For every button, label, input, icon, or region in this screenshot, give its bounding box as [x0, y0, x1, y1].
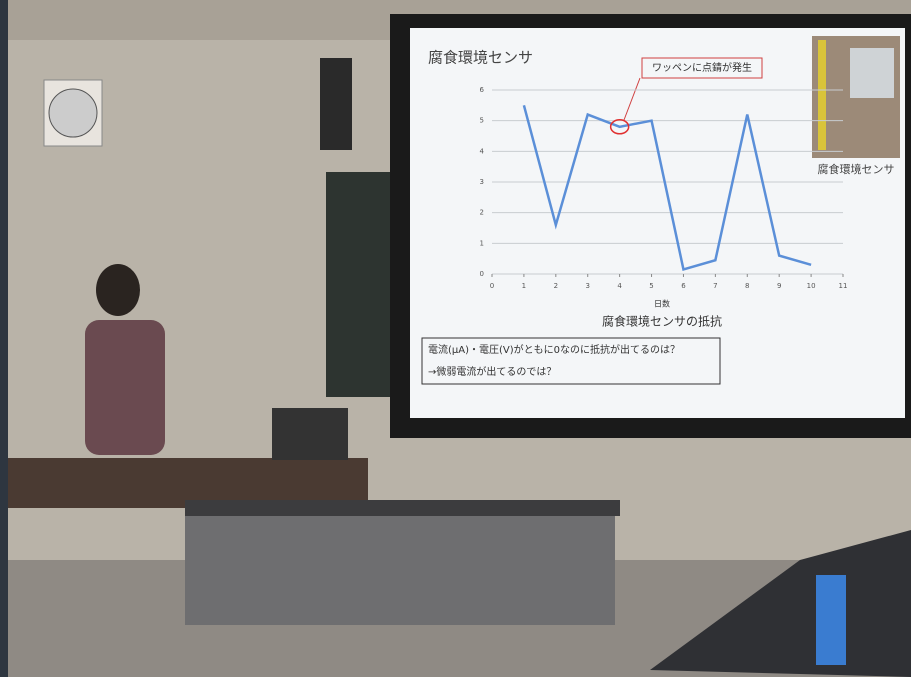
y-tick-label: 3: [480, 178, 484, 186]
x-tick-label: 10: [807, 282, 816, 290]
x-tick-label: 9: [777, 282, 781, 290]
person-head: [96, 264, 140, 316]
fan-blade: [48, 88, 98, 138]
x-tick-label: 8: [745, 282, 749, 290]
note-line: 電流(μA)・電圧(V)がともに0なのに抵抗が出てるのは？: [428, 343, 680, 356]
x-axis-label: 日数: [654, 299, 670, 309]
table: [185, 505, 615, 625]
desk: [8, 458, 368, 508]
speaker: [320, 58, 352, 150]
bottle: [816, 575, 846, 665]
x-tick-label: 6: [681, 282, 686, 290]
y-tick-label: 1: [480, 239, 484, 247]
y-tick-label: 5: [480, 117, 484, 125]
x-tick-label: 4: [617, 282, 622, 290]
table-top: [185, 500, 620, 516]
x-tick-label: 3: [585, 282, 589, 290]
x-tick-label: 2: [554, 282, 558, 290]
note-box: [421, 337, 721, 385]
annotation: ワッペンに点錆が発生: [652, 61, 752, 74]
y-tick-label: 4: [480, 147, 485, 155]
laptop: [272, 408, 348, 460]
annotation-box: [641, 57, 763, 79]
slide-title: 腐食環境センサ: [428, 49, 533, 67]
data-line: [522, 105, 812, 271]
sensor-strip: [818, 40, 826, 150]
sensor-plate: [850, 48, 894, 98]
y-tick-label: 6: [480, 86, 485, 94]
y-tick-label: 2: [480, 209, 484, 217]
door-edge: [0, 0, 8, 677]
image-caption: 腐食環境センサ: [818, 162, 895, 176]
annotation-arrow: [623, 77, 641, 121]
y-tick-label: 0: [480, 270, 484, 278]
x-tick-label: 0: [490, 282, 494, 290]
highlight-circle: [609, 119, 630, 135]
x-tick-label: 5: [649, 282, 653, 290]
x-tick-label: 1: [522, 282, 526, 290]
person-body: [85, 320, 165, 455]
chart-title: 腐食環境センサの抵抗: [602, 314, 722, 329]
x-tick-label: 11: [839, 282, 848, 290]
x-tick-label: 7: [713, 282, 717, 290]
note-line: →微弱電流が出てるのでは？: [428, 365, 556, 378]
